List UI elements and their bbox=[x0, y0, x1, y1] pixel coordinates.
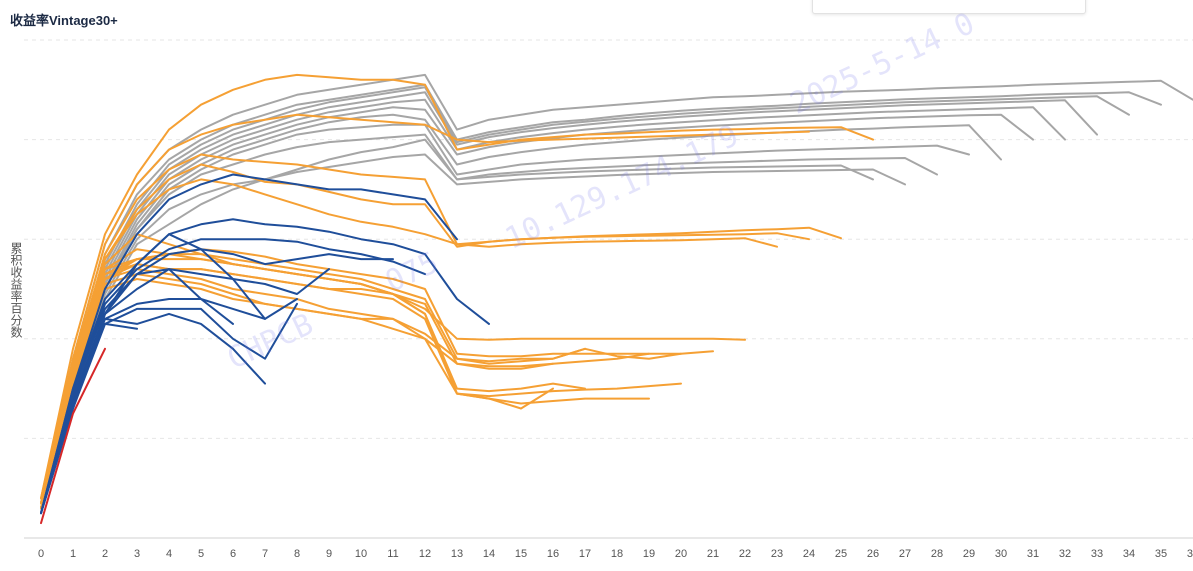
x-tick-label: 34 bbox=[1123, 548, 1135, 560]
x-tick-label: 36 bbox=[1187, 548, 1193, 560]
x-tick-label: 21 bbox=[707, 548, 719, 560]
series-line-red-38[interactable] bbox=[40, 347, 106, 525]
x-tick-label: 5 bbox=[198, 548, 204, 560]
series-line-orange-15[interactable] bbox=[40, 163, 810, 505]
x-tick-label: 1 bbox=[70, 548, 76, 560]
chart-title: 收益率Vintage30+ bbox=[10, 13, 118, 28]
x-tick-label: 12 bbox=[419, 548, 431, 560]
series-line-gray-2[interactable] bbox=[40, 83, 1162, 505]
series-line-blue-28[interactable] bbox=[40, 218, 490, 515]
series-line-orange-21[interactable] bbox=[40, 263, 682, 510]
x-tick-label: 17 bbox=[579, 548, 591, 560]
x-tick-label: 15 bbox=[515, 548, 527, 560]
x-tick-label: 32 bbox=[1059, 548, 1071, 560]
series-line-blue-35[interactable] bbox=[40, 312, 266, 515]
x-tick-label: 7 bbox=[262, 548, 268, 560]
series-line-blue-30[interactable] bbox=[40, 248, 394, 515]
series-line-orange-18[interactable] bbox=[40, 248, 714, 505]
x-tick-label: 18 bbox=[611, 548, 623, 560]
series-line-orange-24[interactable] bbox=[40, 268, 586, 510]
series-line-blue-32[interactable] bbox=[40, 298, 298, 515]
x-tick-label: 22 bbox=[739, 548, 751, 560]
y-axis-label: 累积收益率百分数 bbox=[9, 242, 23, 338]
series-line-gray-4[interactable] bbox=[40, 91, 1098, 510]
series-line-orange-17[interactable] bbox=[40, 233, 746, 505]
x-tick-label: 16 bbox=[547, 548, 559, 560]
x-tick-label: 28 bbox=[931, 548, 943, 560]
x-tick-label: 0 bbox=[38, 548, 44, 560]
series-line-orange-12[interactable] bbox=[40, 73, 874, 500]
series-line-gray-5[interactable] bbox=[40, 98, 1066, 510]
top-panel-tab[interactable] bbox=[812, 0, 1086, 14]
series-line-gray-6[interactable] bbox=[40, 106, 1034, 510]
x-tick-label: 20 bbox=[675, 548, 687, 560]
x-tick-label: 9 bbox=[326, 548, 332, 560]
x-tick-label: 6 bbox=[230, 548, 236, 560]
series-line-gray-11[interactable] bbox=[40, 138, 874, 510]
x-tick-label: 27 bbox=[899, 548, 911, 560]
x-tick-label: 24 bbox=[803, 548, 815, 560]
series-line-orange-14[interactable] bbox=[40, 153, 842, 505]
x-tick-label: 13 bbox=[451, 548, 463, 560]
series-line-orange-16[interactable] bbox=[40, 178, 778, 505]
x-tick-label: 35 bbox=[1155, 548, 1167, 560]
x-tick-label: 14 bbox=[483, 548, 495, 560]
series-line-blue-37[interactable] bbox=[40, 322, 138, 515]
series-layer bbox=[40, 73, 1193, 525]
series-line-gray-10[interactable] bbox=[40, 153, 906, 510]
x-tick-label: 8 bbox=[294, 548, 300, 560]
x-axis: 0 1 2 3 4 5 6 7 8 9 10 11 12 13 14 15 16 17 18 19 20 21 22 23 24… bbox=[38, 548, 1193, 560]
series-line-gray-3[interactable] bbox=[40, 86, 1130, 510]
x-tick-label: 25 bbox=[835, 548, 847, 560]
series-line-orange-19[interactable] bbox=[40, 253, 682, 510]
series-line-gray-8[interactable] bbox=[40, 123, 970, 510]
series-line-blue-29[interactable] bbox=[40, 238, 426, 515]
x-tick-label: 30 bbox=[995, 548, 1007, 560]
series-line-orange-23[interactable] bbox=[40, 263, 586, 510]
series-line-gray-9[interactable] bbox=[40, 133, 938, 510]
x-tick-label: 23 bbox=[771, 548, 783, 560]
series-line-gray-1[interactable] bbox=[40, 73, 1193, 505]
x-tick-label: 33 bbox=[1091, 548, 1103, 560]
x-tick-label: 11 bbox=[387, 548, 398, 560]
x-tick-label: 19 bbox=[643, 548, 655, 560]
x-tick-label: 26 bbox=[867, 548, 879, 560]
series-line-orange-13[interactable] bbox=[40, 113, 810, 500]
series-line-blue-27[interactable] bbox=[40, 173, 458, 515]
x-tick-label: 31 bbox=[1027, 548, 1039, 560]
x-tick-label: 10 bbox=[355, 548, 367, 560]
x-tick-label: 4 bbox=[166, 548, 172, 560]
x-tick-label: 2 bbox=[102, 548, 108, 560]
x-tick-label: 3 bbox=[134, 548, 140, 560]
x-tick-label: 29 bbox=[963, 548, 975, 560]
